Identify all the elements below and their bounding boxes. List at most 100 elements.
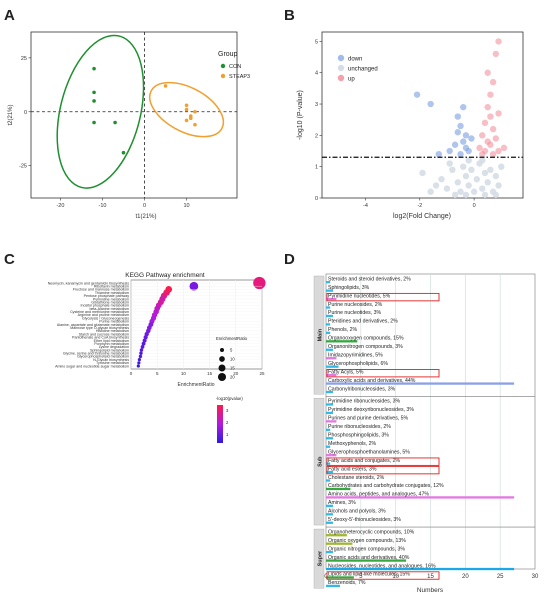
category-bar [326,365,339,368]
category-bar [326,420,337,423]
panel-a-xlabel: t1(21%) [135,214,156,220]
category-label: Cholestane steroids, 2% [328,475,385,481]
unchanged-point [479,185,486,192]
up-point [500,144,508,152]
category-bar [326,297,337,301]
down-point [465,147,472,155]
x-tick-label: 0 [473,203,476,209]
category-bar [326,504,333,508]
unchanged-point [498,163,505,170]
category-label: Fatty acid esters, 3% [328,466,377,472]
unchanged-point [438,176,445,183]
unchanged-point [495,182,502,189]
up-point [487,91,494,98]
category-bar [326,521,333,524]
pathway-label: Cysteine and methionine metabolism [70,310,129,314]
down-point [435,150,442,158]
category-bar [326,411,333,415]
highlight-box [326,457,440,466]
category-bar [326,348,333,351]
con-point [113,120,117,125]
x-tick-label: 15 [207,371,213,376]
category-bar [326,357,337,360]
category-label: Organic nitrogen compounds, 3% [328,546,405,552]
legend-up-label: up [348,77,355,83]
panel-label-c: C [4,251,15,268]
category-bar [326,281,331,284]
pathway-label: Pantothenate and CoA biosynthesis [72,336,129,340]
y-tick-label: 2 [315,133,318,139]
x-tick-label: 0 [143,203,146,209]
pathway-label: Pyrimidine metabolism [93,297,129,301]
unchanged-point [479,157,486,164]
up-point [479,150,486,158]
pathway-label: Mannose type O-glycan biosynthesis [70,326,129,330]
pathway-bubble [253,276,266,290]
category-bar [326,567,515,571]
category-label: Sphingolipids, 3% [328,285,370,291]
pathway-bubble [144,331,149,337]
pathway-bubble [189,281,199,291]
category-bar [326,331,331,335]
category-label: Organonitrogen compounds, 3% [328,344,403,350]
x-tick-label: 20 [233,371,239,376]
legend-con-label: CON [229,64,241,70]
category-bar [326,454,337,457]
pathway-bubble [139,348,144,352]
up-point [495,110,502,117]
up-point [489,150,497,158]
pathway-bubble [139,351,143,355]
size-legend-dot [219,356,225,362]
panel-a-legend-title: Group [218,51,238,58]
category-bar [326,479,331,482]
pathway-bubble [138,354,143,359]
unchanged-point [487,166,494,174]
con-confidence-ellipse [56,34,145,189]
down-point [454,113,462,120]
down-point [460,103,467,111]
pathway-label: Amino sugar and nucleotide sugar metabol… [55,364,129,368]
down-point [413,91,421,98]
unchanged-point [481,169,489,177]
unchanged-point [462,191,470,199]
panel-a-plot-frame [30,31,238,199]
category-label: Pyrimidine nucleotides, 5% [328,293,391,299]
steap3-point [184,103,189,108]
category-label: Methoxyphenols, 2% [328,441,377,447]
unchanged-point [462,172,470,180]
highlight-box [326,292,440,302]
category-label: Pyrimidine ribonucleosides, 3% [328,399,400,405]
category-label: Fatty Acyls, 5% [328,369,364,375]
panel-c-color-bar [217,405,223,443]
highlight-box [326,571,440,580]
y-tick-label: 0 [315,196,318,202]
x-tick-label: 10 [392,574,399,580]
up-point [479,132,486,139]
category-label: Purines and purine derivatives, 5% [328,416,409,422]
category-bar [326,496,515,499]
panel-d-content: 051015202530Steroids and steroid derivat… [313,274,539,589]
size-legend-label: 10 [230,357,235,362]
down-point [454,129,462,136]
group-label: Sub [318,456,324,467]
category-bar [326,584,340,588]
size-legend-dot [217,372,227,382]
x-tick-label: 5 [156,371,159,376]
up-point [489,78,497,86]
category-label: Organic acids and derivatives, 40% [328,555,410,561]
x-tick-label: 5 [359,574,363,580]
down-point [457,122,464,130]
panel-c-color-legend-title: -log10(pvalue) [216,396,243,401]
category-label: Fatty acids and conjugates, 2% [328,458,400,464]
x-tick-label: 25 [497,574,504,580]
panel-label-d: D [284,251,295,268]
steap3-point [184,118,189,123]
up-point [495,147,502,155]
down-point [451,141,459,148]
category-bar [326,340,358,343]
x-tick-label: -4 [363,203,368,209]
category-label: Purine ribonucleosides, 2% [328,424,391,430]
pathway-label: Glycolysis / Gluconeogenesis [82,316,129,320]
unchanged-point [468,166,475,174]
